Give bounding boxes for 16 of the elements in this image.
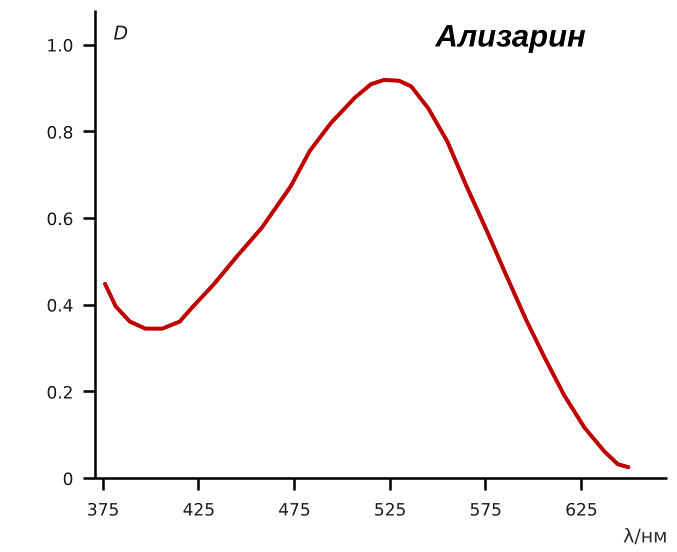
- x-tick-label: 375: [86, 500, 120, 520]
- y-tick-label: 0: [62, 470, 74, 490]
- y-axis-title: D: [114, 22, 128, 44]
- line-series: [103, 78, 630, 470]
- chart-title: Ализарин: [434, 18, 586, 54]
- x-tick-label: 525: [374, 500, 406, 520]
- y-tick-label: 1.0: [46, 36, 74, 57]
- x-tick-label: 625: [565, 500, 598, 520]
- x-tick-label: 425: [182, 500, 216, 520]
- y-tick-label: 0.8: [46, 123, 74, 144]
- y-tick-label: 0.2: [46, 383, 74, 404]
- x-tick-label: 575: [470, 500, 502, 520]
- x-tick-label: 475: [278, 500, 311, 520]
- y-tick-label: 0.6: [46, 210, 74, 230]
- y-tick-label: 0.4: [46, 296, 74, 317]
- x-axis-title: λ/нм: [623, 526, 668, 548]
